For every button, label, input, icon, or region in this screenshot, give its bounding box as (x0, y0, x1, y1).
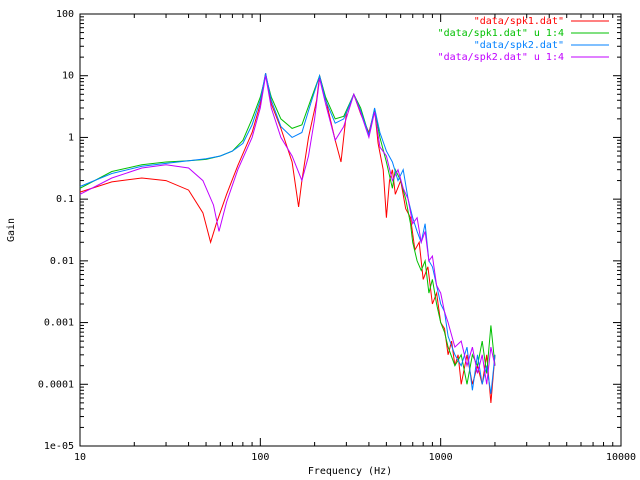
legend-label-2: "data/spk1.dat" u 1:4 (438, 28, 564, 39)
legend-label-1: "data/spk1.dat" (474, 16, 564, 27)
y-tick-label: 1 (68, 132, 74, 143)
y-tick-label: 0.0001 (38, 379, 74, 390)
axis-ticks: 10 100 1000 10000 100 10 1 0.1 0.01 0.001 0.0001 1e… (38, 9, 636, 463)
series-line-4 (79, 75, 496, 385)
legend: "data/spk1.dat""data/spk1.dat" u 1:4"dat… (438, 16, 609, 63)
y-tick-label: 0.1 (56, 194, 74, 205)
x-tick-label: 1000 (429, 452, 453, 463)
plot-area (79, 13, 622, 447)
y-tick-label: 100 (56, 9, 74, 20)
legend-label-3: "data/spk2.dat" (474, 40, 564, 51)
y-tick-label: 0.01 (50, 256, 74, 267)
y-tick-label: 0.001 (44, 318, 74, 329)
series-line-2 (79, 74, 496, 385)
x-tick-label: 10000 (606, 452, 636, 463)
legend-label-4: "data/spk2.dat" u 1:4 (438, 52, 564, 63)
series-line-1 (79, 73, 496, 403)
x-axis-label: Frequency (Hz) (308, 466, 392, 477)
x-tick-label: 10 (74, 452, 86, 463)
series-line-3 (79, 73, 496, 394)
series-layer (79, 73, 496, 403)
y-axis-label: Gain (6, 218, 17, 242)
y-tick-label: 10 (62, 71, 74, 82)
x-tick-label: 100 (251, 452, 269, 463)
y-tick-label: 1e-05 (44, 441, 74, 452)
